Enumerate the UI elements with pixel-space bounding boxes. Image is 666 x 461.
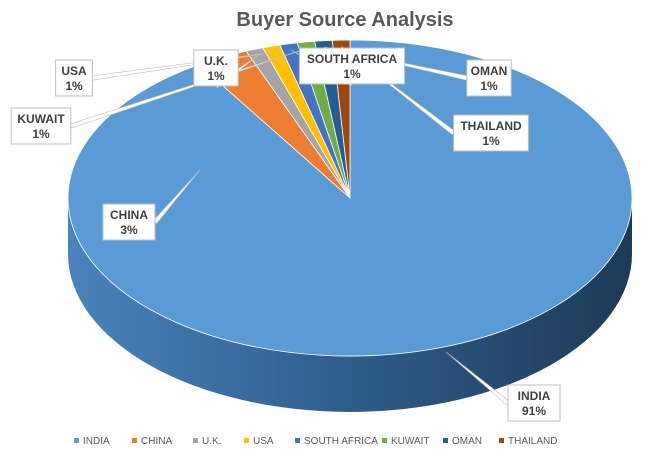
legend-swatch: [382, 438, 387, 443]
data-label-category: U.K.: [204, 54, 228, 68]
legend-label: U.K.: [202, 436, 221, 447]
legend-item-india: INDIA: [74, 436, 110, 447]
chart-title: Buyer Source Analysis: [236, 9, 453, 31]
legend-item-oman: OMAN: [443, 436, 482, 447]
legend-swatch: [295, 438, 300, 443]
data-label-percent: 3%: [120, 223, 138, 237]
pie-slices: [67, 39, 633, 357]
legend-item-u-k: U.K.: [193, 436, 221, 447]
data-label-percent: 1%: [482, 134, 500, 148]
data-label-box: [453, 114, 529, 152]
data-label-category: OMAN: [471, 64, 508, 78]
data-label-percent: 91%: [522, 404, 546, 418]
data-label-percent: 1%: [480, 79, 498, 93]
slice-side-india: [68, 198, 632, 412]
legend-label: INDIA: [83, 436, 110, 447]
data-label-category: THAILAND: [460, 119, 522, 133]
data-label-box: [55, 59, 93, 97]
data-label-category: SOUTH AFRICA: [307, 52, 398, 66]
legend-swatch: [443, 438, 448, 443]
data-label-u-k: U.K.1%: [193, 49, 239, 87]
legend-item-usa: USA: [244, 436, 274, 447]
data-label-category: USA: [61, 64, 87, 78]
data-label-percent: 1%: [207, 69, 225, 83]
data-label-percent: 1%: [65, 79, 83, 93]
data-label-box: [298, 47, 406, 85]
legend-label: THAILAND: [508, 436, 557, 447]
data-label-box: [466, 59, 512, 97]
legend-item-china: CHINA: [132, 436, 172, 447]
legend-swatch: [499, 438, 504, 443]
data-label-percent: 1%: [343, 67, 361, 81]
data-label-category: KUWAIT: [17, 112, 65, 126]
data-label-category: CHINA: [110, 208, 148, 222]
legend-label: OMAN: [452, 436, 482, 447]
legend-item-kuwait: KUWAIT: [382, 436, 430, 447]
legend-item-south-africa: SOUTH AFRICA: [295, 436, 378, 447]
legend-label: USA: [253, 436, 274, 447]
pie-depth: [68, 198, 632, 412]
data-label-box: [507, 384, 561, 422]
data-label-percent: 1%: [32, 127, 50, 141]
data-label-box: [10, 107, 72, 145]
data-label-box: [193, 49, 239, 87]
data-label-box: [102, 203, 156, 241]
legend-swatch: [193, 438, 198, 443]
legend-swatch: [244, 438, 249, 443]
data-label-category: INDIA: [518, 389, 551, 403]
legend-item-thailand: THAILAND: [499, 436, 557, 447]
legend: INDIA CHINA U.K. USA SOUTH AFRICA KUWAIT OMAN T…: [74, 436, 557, 447]
legend-label: CHINA: [141, 436, 172, 447]
legend-swatch: [132, 438, 137, 443]
legend-label: KUWAIT: [391, 436, 430, 447]
legend-label: SOUTH AFRICA: [304, 436, 378, 447]
legend-swatch: [74, 438, 79, 443]
